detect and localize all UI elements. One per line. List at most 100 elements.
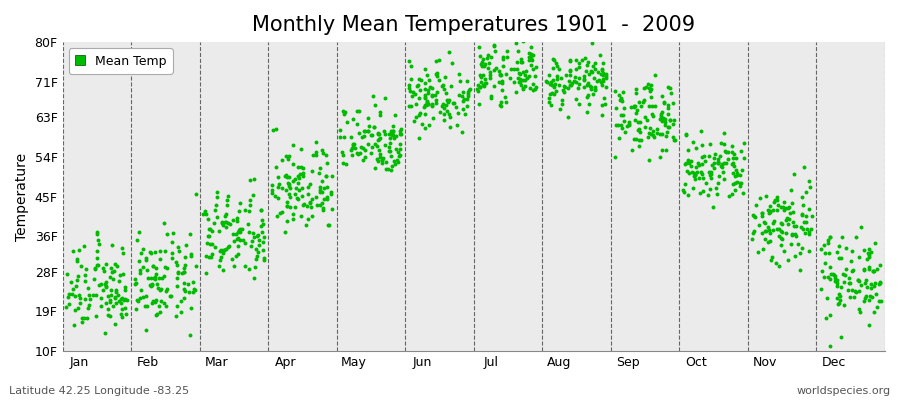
Point — [65, 290, 79, 297]
Point — [616, 105, 631, 111]
Point — [834, 255, 849, 262]
Point — [842, 280, 857, 287]
Point — [633, 129, 647, 136]
Point — [833, 284, 848, 290]
Point — [255, 229, 269, 236]
Point — [577, 84, 591, 90]
Point — [596, 72, 610, 78]
Point — [775, 236, 789, 242]
Point — [165, 239, 179, 245]
Point — [628, 86, 643, 92]
Point — [726, 155, 741, 162]
Point — [727, 179, 742, 186]
Point — [578, 55, 592, 61]
Point — [254, 223, 268, 229]
Point — [512, 79, 526, 86]
Point — [572, 75, 587, 81]
Point — [421, 77, 436, 84]
Point — [199, 270, 213, 276]
Point — [483, 69, 498, 76]
Point — [653, 131, 668, 137]
Point — [169, 313, 184, 319]
Point — [845, 268, 859, 274]
Point — [90, 228, 104, 235]
Point — [229, 230, 243, 237]
Point — [582, 71, 597, 78]
Point — [70, 256, 85, 262]
Point — [598, 100, 612, 107]
Point — [526, 87, 541, 93]
Point — [745, 212, 760, 218]
Point — [629, 110, 643, 117]
Point — [210, 194, 224, 200]
Point — [473, 61, 488, 68]
Point — [232, 228, 247, 235]
Point — [382, 140, 397, 146]
Point — [526, 81, 540, 87]
Point — [81, 302, 95, 309]
Point — [830, 248, 844, 255]
Point — [282, 190, 296, 197]
Point — [389, 146, 403, 153]
Point — [220, 220, 235, 226]
Point — [539, 78, 554, 84]
Point — [862, 322, 877, 328]
Point — [729, 167, 743, 173]
Point — [504, 66, 518, 72]
Point — [648, 102, 662, 109]
Point — [788, 222, 803, 229]
Point — [251, 242, 266, 248]
Point — [410, 83, 424, 90]
Point — [472, 100, 487, 107]
Point — [202, 241, 217, 247]
Point — [853, 224, 868, 230]
Point — [149, 281, 164, 288]
Point — [436, 86, 451, 93]
Point — [374, 157, 389, 163]
Point — [705, 162, 719, 168]
Point — [140, 275, 155, 281]
Point — [80, 285, 94, 291]
Point — [402, 88, 417, 95]
Point — [285, 216, 300, 222]
Point — [337, 110, 351, 117]
Point — [796, 226, 810, 232]
Point — [371, 158, 385, 164]
Point — [112, 278, 126, 284]
Point — [175, 269, 189, 276]
Point — [312, 187, 327, 193]
Point — [312, 202, 327, 208]
Point — [597, 95, 611, 101]
Point — [761, 224, 776, 230]
Point — [800, 225, 814, 232]
Point — [615, 97, 629, 104]
Point — [691, 160, 706, 166]
Point — [139, 257, 153, 263]
Point — [763, 230, 778, 237]
Point — [185, 289, 200, 296]
Point — [133, 270, 148, 276]
Point — [378, 142, 392, 148]
Point — [658, 119, 672, 125]
Point — [356, 132, 371, 139]
Point — [303, 199, 318, 206]
Point — [837, 279, 851, 285]
Point — [858, 279, 872, 286]
Point — [872, 279, 886, 285]
Point — [444, 82, 458, 89]
Point — [133, 294, 148, 301]
Point — [763, 203, 778, 209]
Point — [662, 123, 676, 130]
Point — [862, 297, 877, 303]
Point — [569, 79, 583, 85]
Point — [595, 67, 609, 74]
Point — [500, 54, 514, 60]
Point — [802, 178, 816, 184]
Point — [254, 206, 268, 213]
Point — [356, 134, 370, 140]
Point — [254, 207, 268, 214]
Point — [118, 286, 132, 293]
Point — [502, 74, 517, 81]
Point — [285, 160, 300, 167]
Point — [295, 173, 310, 179]
